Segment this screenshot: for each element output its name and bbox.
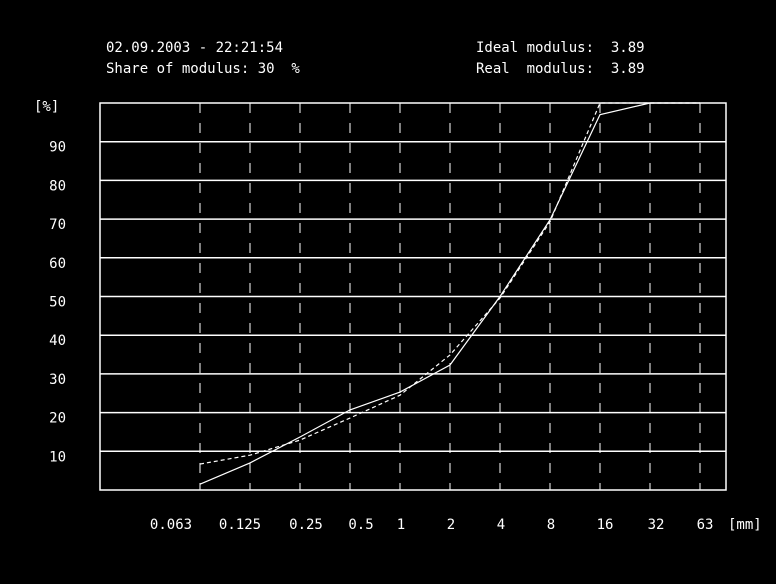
x-tick-label: 2	[447, 517, 455, 533]
y-tick-label: 80	[49, 178, 66, 194]
series-line	[199, 102, 700, 465]
share-of-modulus: Share of modulus: 30 %	[106, 61, 300, 77]
y-tick-label: 70	[49, 217, 66, 233]
y-tick-label: 60	[49, 256, 66, 272]
x-tick-label: 8	[547, 517, 555, 533]
x-tick-label: 63	[697, 517, 714, 533]
y-tick-label: 40	[49, 333, 66, 349]
x-tick-label: 0.063	[150, 517, 192, 533]
y-axis-label: [%]	[34, 99, 59, 115]
x-tick-label: 4	[497, 517, 505, 533]
real-modulus: Real modulus: 3.89	[476, 61, 645, 77]
x-tick-label: 0.5	[348, 517, 373, 533]
x-tick-label: 1	[397, 517, 405, 533]
y-tick-label: 20	[49, 411, 66, 427]
x-tick-label: 0.25	[289, 517, 323, 533]
y-tick-label: 50	[49, 295, 66, 311]
x-tick-label: 16	[597, 517, 614, 533]
y-tick-label: 90	[49, 140, 66, 156]
datetime: 02.09.2003 - 22:21:54	[106, 40, 283, 56]
x-tick-label: 32	[648, 517, 665, 533]
y-tick-label: 30	[49, 372, 66, 388]
y-tick-label: 10	[49, 449, 66, 465]
ideal-modulus: Ideal modulus: 3.89	[476, 40, 645, 56]
x-tick-label: 0.125	[219, 517, 261, 533]
x-axis-label: [mm]	[728, 517, 762, 533]
